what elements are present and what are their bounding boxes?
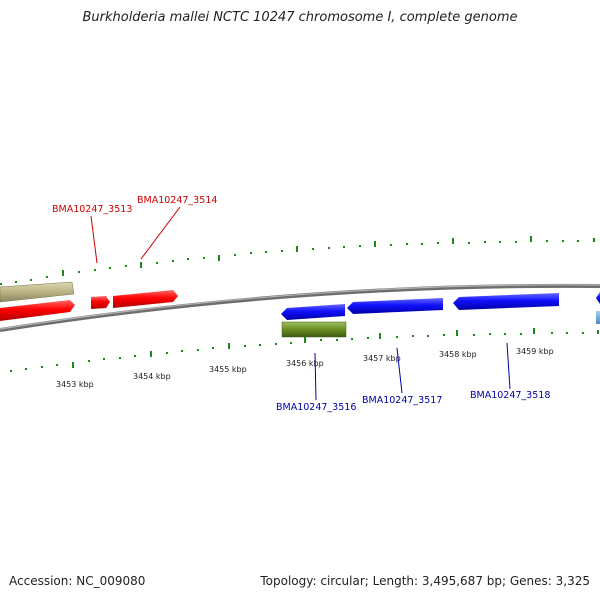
gene-label-bma10247-3516[interactable]: BMA10247_3516 (276, 402, 356, 413)
gene-reverse (596, 292, 600, 304)
forward-gene-features (0, 281, 178, 321)
tick-label: 3456 kbp (286, 359, 324, 368)
lower-tick-track (10, 328, 599, 372)
gene-label-leader (90, 215, 98, 264)
gene-label-leader (396, 347, 403, 394)
genome-summary-text: Topology: circular; Length: 3,495,687 bp… (260, 574, 590, 588)
gene-reverse (347, 298, 443, 314)
tick-label: 3453 kbp (56, 380, 94, 389)
rna-feature-reverse (281, 321, 347, 338)
gene-label-bma10247-3514[interactable]: BMA10247_3514 (137, 195, 217, 206)
reverse-gene-features (281, 292, 600, 338)
upper-tick-track (0, 236, 595, 285)
gene-reverse (453, 293, 559, 310)
tick-label: 3454 kbp (133, 372, 171, 381)
gene-label-bma10247-3518[interactable]: BMA10247_3518 (470, 390, 550, 401)
tick-label: 3455 kbp (209, 365, 247, 374)
gene-label-leader (140, 206, 181, 260)
gene-label-leader (314, 352, 317, 401)
map-title: Burkholderia mallei NCTC 10247 chromosom… (82, 10, 518, 25)
gene-label-bma10247-3517[interactable]: BMA10247_3517 (362, 395, 442, 406)
gene-label-leader (506, 342, 511, 390)
tick-label: 3458 kbp (439, 350, 477, 359)
tick-label: 3457 kbp (363, 354, 401, 363)
gene-reverse (281, 304, 345, 320)
accession-text: Accession: NC_009080 (9, 574, 146, 588)
gene-forward (0, 300, 75, 321)
chromosome-backbone (0, 283, 600, 332)
gene-forward (113, 290, 178, 308)
tick-label: 3459 kbp (516, 347, 554, 356)
gene-label-bma10247-3513[interactable]: BMA10247_3513 (52, 204, 132, 215)
partial-feature (596, 311, 600, 324)
rna-feature-forward (0, 281, 75, 303)
gene-forward (91, 296, 110, 309)
